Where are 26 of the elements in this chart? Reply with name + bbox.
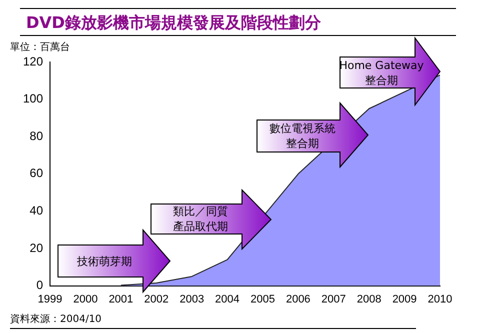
x-tick-label: 1999 [38,293,62,306]
chart-title: DVD錄放影機市場規模發展及階段性劃分 [20,8,456,36]
x-tick-label: 2003 [180,293,204,306]
x-tick-label: 2004 [215,293,240,306]
annotation: 數位電視系統整合期 [268,121,336,151]
x-tick-label: 2010 [428,293,452,306]
annotation: 類比／同質產品取代期 [172,204,229,234]
y-tick-label: 80 [30,128,44,143]
y-axis-title: 單位：百萬台 [10,40,70,54]
x-tick-label: 2006 [286,293,310,306]
y-tick-label: 20 [30,240,44,255]
x-tick-label: 2008 [356,293,382,306]
annotation: Home Gateway 整合期 [338,58,425,88]
y-tick-label: 60 [30,166,44,180]
y-tick-label: 0 [36,278,44,292]
x-tick-label: 2009 [392,293,417,306]
x-tick-label: 2005 [250,293,275,306]
x-tick-label: 2002 [144,293,169,306]
source-note: 資料來源：2004/10 [10,312,416,329]
x-tick-label: 2000 [73,293,98,306]
x-tick-label: 2001 [108,293,134,306]
y-tick-label: 120 [22,54,44,68]
annotation: 技術萌芽期 [76,254,133,268]
y-tick-label: 40 [30,204,44,218]
y-tick-label: 100 [22,92,44,106]
x-tick-label: 2007 [321,293,346,306]
